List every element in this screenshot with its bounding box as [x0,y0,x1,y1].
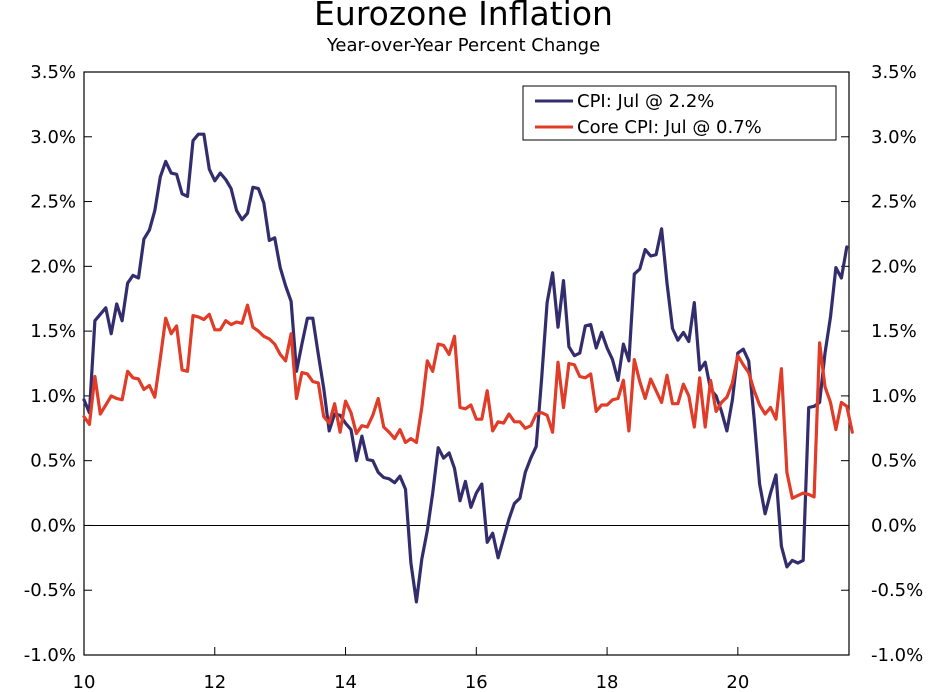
y-tick-label-right: 3.0% [871,127,917,148]
y-tick-label-right: -1.0% [871,645,923,666]
y-tick-label-right: 2.5% [871,192,917,213]
y-tick-label-right: 2.0% [871,256,917,277]
y-tick-label-left: 2.0% [30,256,76,277]
y-tick-label-left: 0.0% [30,515,76,536]
legend-box [522,85,837,141]
y-tick-label-left: -1.0% [24,645,76,666]
legend-label-core-cpi: Core CPI: Jul @ 0.7% [577,117,762,138]
y-tick-label-right: 0.5% [871,451,917,472]
chart-axes: -1.0% -1.0% -0.5% -0.5% 0.0% 0.0% 0.5% 0.5% 1.0%… [24,62,923,692]
x-tick-label: 14 [334,672,357,692]
chart-series [82,132,854,604]
y-tick-label-right: -0.5% [871,580,923,601]
series-line-cpi [82,132,849,604]
y-tick-label-right: 1.0% [871,386,917,407]
y-tick-label-left: 0.5% [30,451,76,472]
y-tick-label-left: 3.5% [30,62,76,83]
x-tick-label: 20 [726,672,749,692]
plot-frame [83,71,850,656]
y-tick-label-left: 2.5% [30,192,76,213]
chart-subtitle: Year-over-Year Percent Change [326,35,601,56]
y-tick-label-right: 1.5% [871,321,917,342]
x-tick-label: 10 [73,672,96,692]
legend-label-cpi: CPI: Jul @ 2.2% [577,91,714,112]
y-tick-label-left: -0.5% [24,580,76,601]
x-tick-label: 18 [596,672,619,692]
y-tick-label-left: 1.0% [30,386,76,407]
y-tick-label-left: 1.5% [30,321,76,342]
x-tick-label: 16 [465,672,488,692]
y-tick-label-right: 3.5% [871,62,917,83]
y-tick-label-right: 0.0% [871,515,917,536]
series-line-core-cpi [82,303,854,500]
chart-title: Eurozone Inflation [314,0,613,33]
chart-legend: CPI: Jul @ 2.2% Core CPI: Jul @ 0.7% [522,85,837,141]
y-tick-label-left: 3.0% [30,127,76,148]
x-tick-label: 12 [203,672,226,692]
